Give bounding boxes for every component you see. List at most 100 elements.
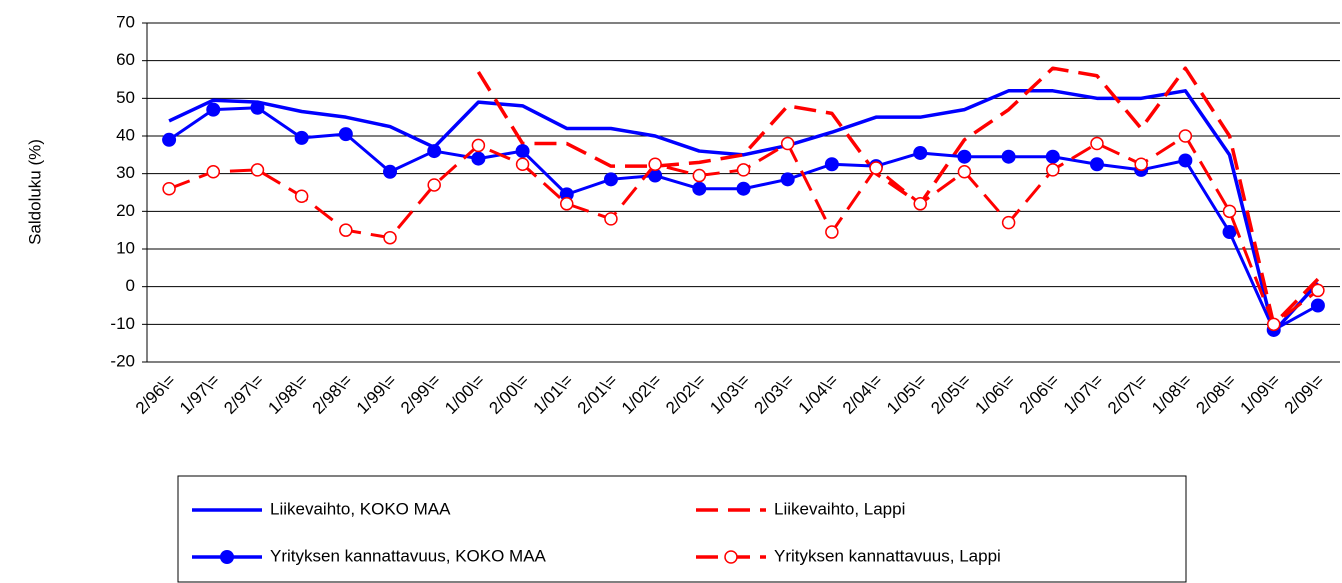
point	[1266, 317, 1281, 332]
x-tick-label: 1/06\=	[971, 371, 1018, 418]
point	[294, 189, 309, 204]
series-line	[476, 66, 1320, 327]
x-tick-label: 1/00\=	[441, 371, 488, 418]
point	[338, 127, 353, 142]
y-axis-label: Saldoluku (%)	[25, 139, 44, 245]
x-tick-label: 2/97\=	[220, 371, 267, 418]
x-tick-label: 1/08\=	[1148, 371, 1195, 418]
point	[1046, 163, 1060, 177]
legend-box	[177, 475, 1187, 583]
x-tick-label: 2/99\=	[397, 371, 444, 418]
x-tick-label: 2/05\=	[927, 371, 974, 418]
point	[603, 172, 618, 187]
point	[1045, 149, 1060, 164]
point	[294, 130, 309, 145]
point	[471, 138, 486, 153]
point	[604, 212, 618, 226]
point	[1222, 225, 1237, 240]
point	[515, 144, 530, 159]
point	[515, 157, 530, 171]
point	[1222, 204, 1237, 219]
y-tick-label: 50	[116, 88, 135, 107]
y-tick-label: -10	[110, 314, 135, 333]
x-tick-label: 1/01\=	[530, 371, 577, 418]
x-tick-label: 2/98\=	[309, 371, 356, 418]
x-tick-label: 2/09\=	[1281, 371, 1328, 418]
x-tick-label: 1/04\=	[795, 371, 842, 418]
point	[780, 136, 795, 151]
x-tick-label: 1/97\=	[176, 371, 223, 418]
point	[692, 181, 707, 196]
point	[1311, 283, 1325, 298]
point	[736, 163, 751, 177]
point	[1090, 136, 1104, 151]
x-tick-label: 1/03\=	[706, 371, 753, 418]
point	[1001, 149, 1016, 164]
point	[250, 100, 265, 115]
series-line	[168, 89, 1320, 334]
point	[162, 181, 176, 196]
point	[825, 225, 839, 239]
point	[692, 168, 707, 183]
point	[339, 223, 353, 237]
point	[1089, 157, 1104, 172]
point	[1310, 298, 1325, 313]
point	[913, 197, 927, 211]
point	[736, 181, 751, 196]
legend-marker	[724, 550, 738, 564]
legend-label: Liikevaihto, KOKO MAA	[270, 499, 451, 518]
x-tick-label: 2/01\=	[574, 371, 621, 418]
y-tick-label: 20	[116, 201, 135, 220]
point	[869, 161, 883, 175]
point	[824, 157, 839, 172]
y-tick-label: -20	[110, 351, 135, 370]
point	[957, 165, 972, 179]
point	[427, 178, 441, 192]
x-tick-label: 1/05\=	[883, 371, 930, 418]
point	[206, 102, 221, 117]
point	[780, 172, 795, 187]
x-tick-label: 1/02\=	[618, 371, 665, 418]
x-tick-label: 2/03\=	[750, 371, 797, 418]
x-tick-label: 2/07\=	[1104, 371, 1151, 418]
x-tick-label: 2/96\=	[132, 371, 179, 418]
legend-label: Yrityksen kannattavuus, KOKO MAA	[270, 546, 547, 565]
y-tick-label: 30	[116, 163, 135, 182]
point	[427, 144, 442, 159]
point	[162, 132, 177, 147]
legend-label: Yrityksen kannattavuus, Lappi	[774, 546, 1001, 565]
x-tick-label: 2/00\=	[485, 371, 532, 418]
x-tick-label: 1/99\=	[353, 371, 400, 418]
series-line	[168, 106, 1319, 332]
point	[957, 149, 972, 164]
point	[559, 187, 574, 202]
x-tick-label: 2/02\=	[662, 371, 709, 418]
point	[383, 230, 397, 245]
y-tick-label: 70	[116, 12, 135, 31]
point	[1001, 215, 1016, 230]
x-tick-label: 2/08\=	[1192, 371, 1239, 418]
point	[560, 197, 574, 211]
legend-label: Liikevaihto, Lappi	[774, 499, 905, 518]
y-tick-label: 60	[116, 50, 135, 69]
point	[383, 164, 398, 179]
point	[1178, 153, 1193, 168]
x-tick-label: 1/07\=	[1060, 371, 1107, 418]
legend-marker	[220, 550, 234, 564]
point	[250, 163, 265, 177]
point	[913, 145, 928, 160]
point	[648, 157, 662, 171]
y-tick-label: 0	[126, 276, 135, 295]
y-tick-label: 40	[116, 125, 135, 144]
point	[206, 165, 221, 179]
x-tick-label: 1/09\=	[1237, 371, 1284, 418]
x-tick-label: 2/06\=	[1016, 371, 1063, 418]
x-tick-label: 2/04\=	[839, 371, 886, 418]
y-tick-label: 10	[116, 238, 135, 257]
point	[648, 168, 663, 183]
x-tick-label: 1/98\=	[264, 371, 311, 418]
point	[471, 151, 486, 166]
point	[1134, 157, 1148, 171]
